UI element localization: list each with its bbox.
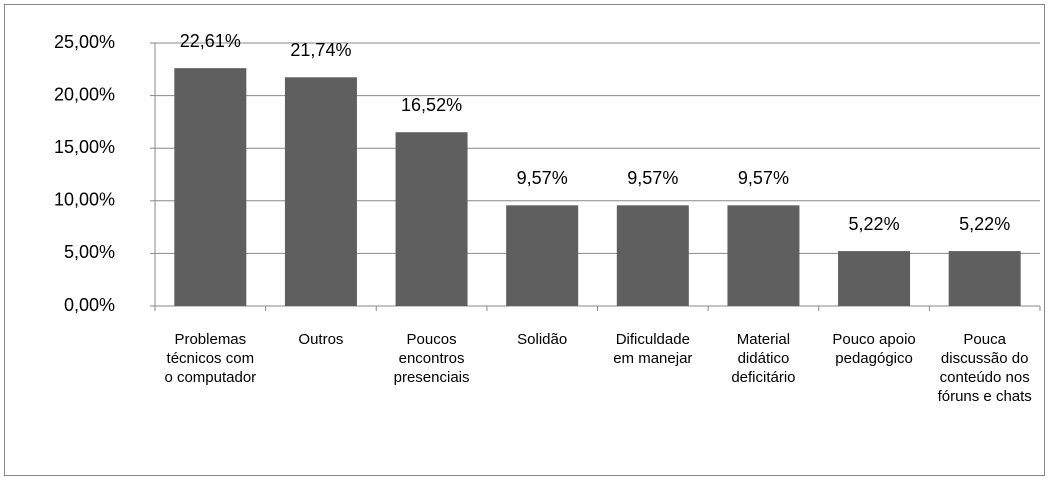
x-tick-label: Pouca discussão do conteúdo nos fóruns e… — [937, 331, 1032, 405]
y-tick-label: 10,00% — [54, 190, 115, 210]
bar — [727, 205, 800, 306]
x-tick-label: Pouco apoio pedagógico — [832, 331, 916, 367]
bar — [506, 205, 579, 306]
bar — [395, 132, 468, 306]
y-tick-label: 15,00% — [54, 137, 115, 157]
data-label: 9,57% — [627, 168, 678, 188]
y-tick-label: 0,00% — [64, 295, 115, 315]
x-tick-label: Problemas técnicos com o computador — [164, 331, 257, 386]
x-tick-label: Dificuldade em manejar — [613, 331, 693, 367]
y-tick-label: 5,00% — [64, 242, 115, 262]
bar — [174, 68, 247, 307]
x-tick-label: Poucos encontros presenciais — [393, 331, 470, 386]
data-label: 16,52% — [401, 95, 462, 115]
x-tick-label: Outros — [298, 331, 344, 348]
bar — [616, 205, 689, 306]
x-tick-label: Solidão — [517, 331, 568, 348]
bar — [838, 251, 911, 306]
data-label: 9,57% — [517, 168, 568, 188]
data-label: 21,74% — [290, 40, 351, 60]
data-label: 22,61% — [180, 31, 241, 51]
bar — [284, 77, 357, 306]
y-tick-label: 25,00% — [54, 32, 115, 52]
data-label: 5,22% — [959, 214, 1010, 234]
data-label: 9,57% — [738, 168, 789, 188]
bar — [948, 251, 1021, 306]
data-label: 5,22% — [849, 214, 900, 234]
y-tick-label: 20,00% — [54, 84, 115, 104]
x-tick-label: Material didático deficitário — [731, 331, 796, 386]
